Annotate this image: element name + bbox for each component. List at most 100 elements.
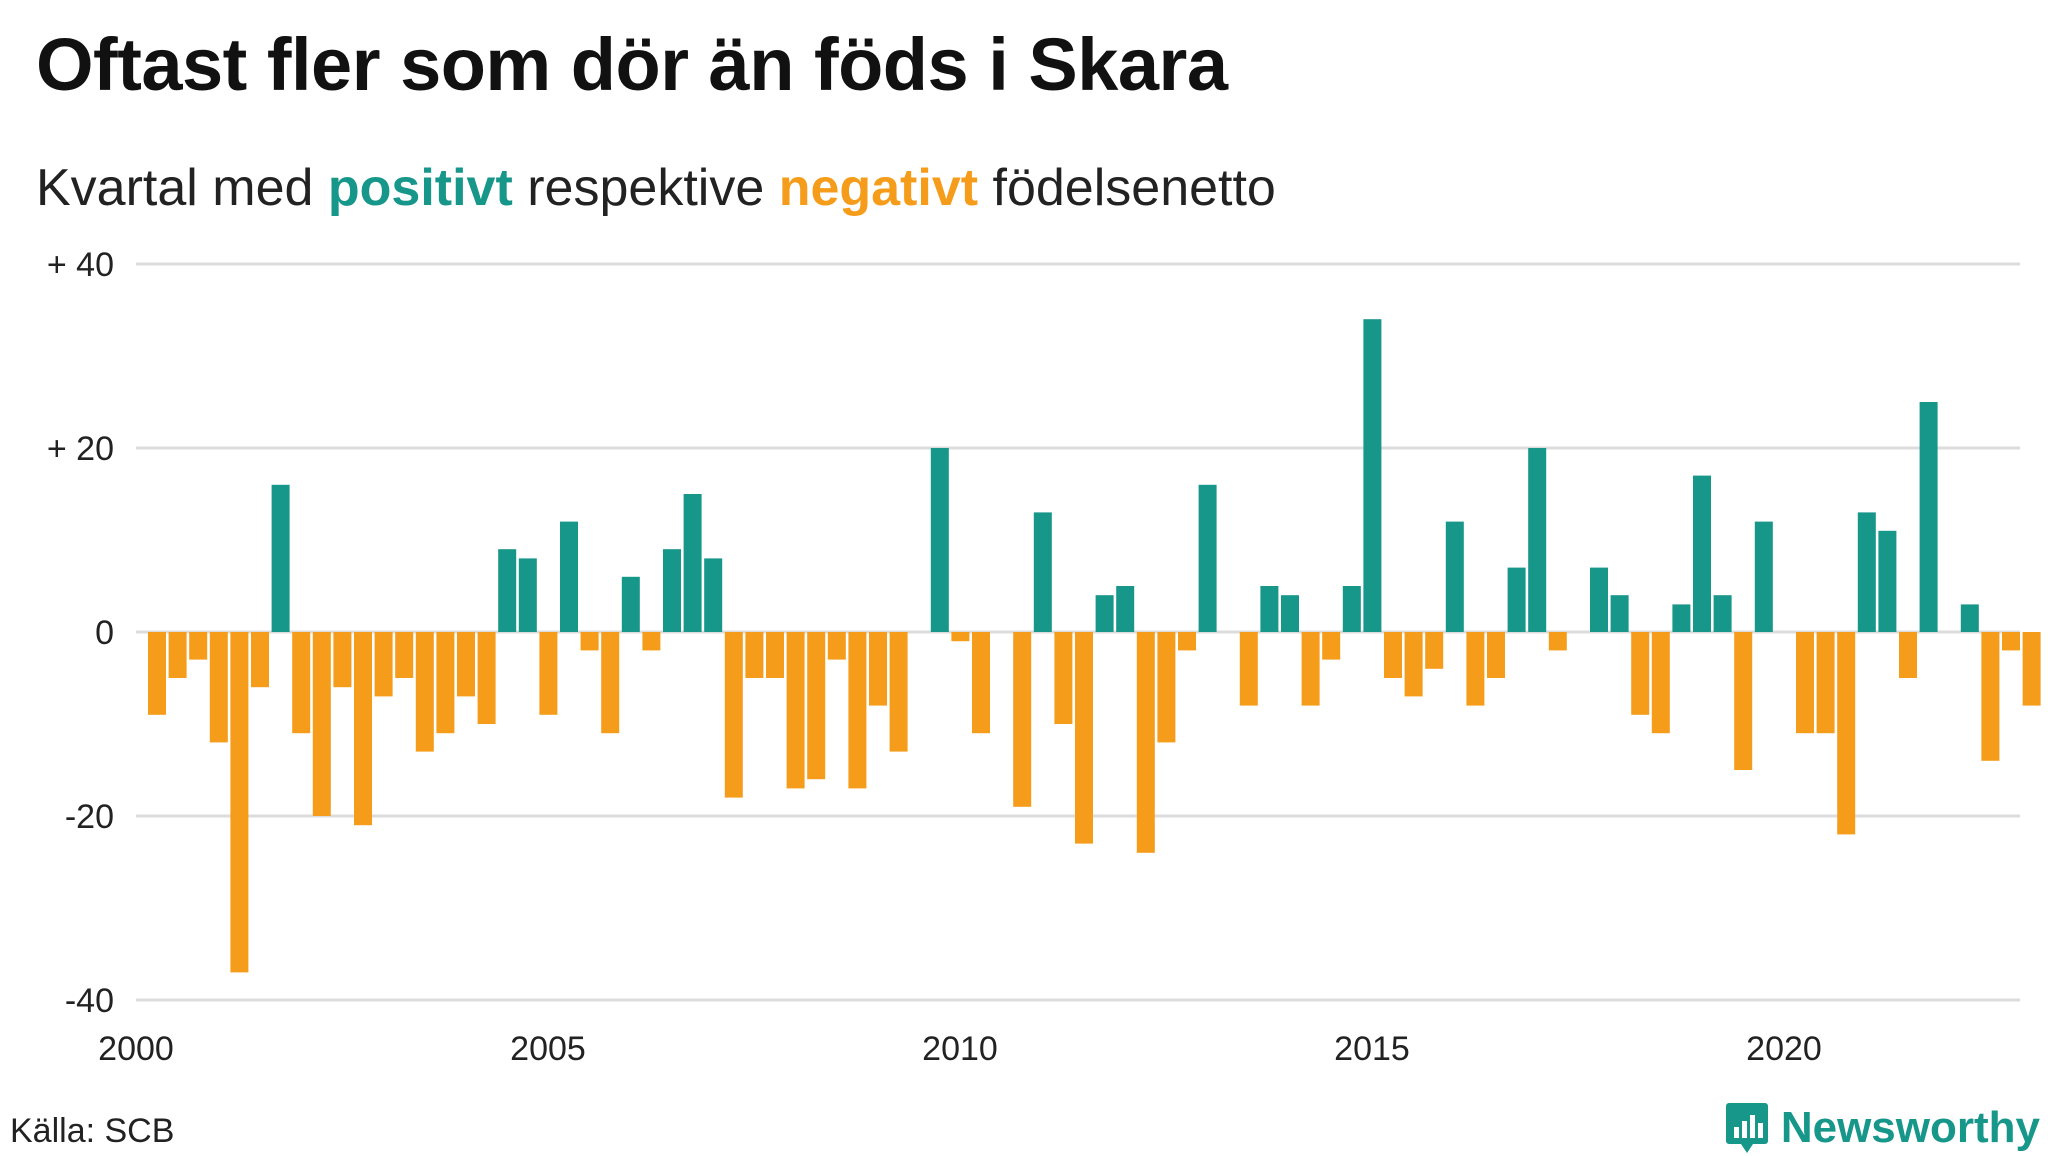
bar-negative	[457, 632, 475, 697]
bar-negative	[951, 632, 970, 642]
brand-name: Newsworthy	[1780, 1103, 2040, 1152]
bar-positive	[1095, 595, 1114, 632]
bar-positive	[621, 576, 640, 632]
bar-positive	[1281, 595, 1299, 632]
bar-negative	[251, 632, 269, 688]
bar-negative	[148, 632, 166, 715]
bar-negative	[786, 632, 805, 789]
bar-positive	[1713, 595, 1732, 632]
bar-negative	[292, 632, 311, 734]
source-note: Källa: SCB	[10, 1112, 175, 1150]
bar-negative	[539, 632, 558, 715]
chart-title: Oftast fler som dör än föds i Skara	[36, 23, 1228, 106]
bar-negative	[1487, 632, 1505, 678]
bar-negative	[312, 632, 331, 816]
bar-positive	[1507, 567, 1526, 632]
bar-negative	[395, 632, 414, 678]
bar-positive	[930, 448, 949, 632]
bar-negative	[848, 632, 867, 789]
bar-negative	[1899, 632, 1917, 678]
bar-negative	[1075, 632, 1093, 844]
bar-positive	[1260, 586, 1279, 632]
brand-logo: Newsworthy	[1725, 1100, 2040, 1156]
y-tick-label: + 20	[47, 430, 114, 468]
bar-negative	[807, 632, 826, 780]
bar-negative	[415, 632, 434, 752]
bar-negative	[1404, 632, 1423, 697]
bar-negative	[354, 632, 372, 826]
bar-negative	[1157, 632, 1176, 743]
bar-negative	[766, 632, 784, 678]
x-tick-label: 2005	[510, 1030, 586, 1068]
bar-negative	[1425, 632, 1444, 669]
bar-positive	[683, 494, 702, 632]
bar-negative	[2022, 632, 2041, 706]
bar-positive	[1610, 595, 1629, 632]
bar-positive	[1672, 604, 1691, 632]
axis-labels: + 40 + 20 0 -20 -40 2000 2005 2010 2015 2020	[47, 246, 1822, 1068]
bar-negative	[745, 632, 764, 678]
subtitle-positive-word: positivt	[327, 159, 513, 217]
bar-positive	[1754, 521, 1773, 632]
chart-subtitle: Kvartal med positivt respektive negativt…	[36, 158, 1276, 218]
bar-negative	[1548, 632, 1567, 651]
bar-negative	[1178, 632, 1196, 651]
y-tick-label: -20	[65, 798, 114, 836]
bar-positive	[704, 558, 723, 632]
subtitle-prefix: Kvartal med	[36, 159, 328, 217]
bar-positive	[663, 549, 681, 632]
bar-negative	[724, 632, 743, 798]
bar-positive	[1878, 530, 1897, 632]
bar-negative	[869, 632, 887, 706]
bar-negative	[1136, 632, 1155, 853]
bar-positive	[498, 549, 517, 632]
subtitle-negative-word: negativt	[778, 159, 979, 217]
bar-negative	[1816, 632, 1835, 734]
bar-negative	[1631, 632, 1650, 715]
x-tick-label: 2015	[1334, 1030, 1410, 1068]
bar-negative	[1796, 632, 1814, 734]
bar-positive	[560, 521, 578, 632]
bar-negative	[1322, 632, 1341, 660]
bar-negative	[827, 632, 846, 660]
subtitle-suffix: födelsenetto	[978, 159, 1276, 217]
bar-positive	[1198, 484, 1217, 632]
x-tick-label: 2020	[1746, 1030, 1822, 1068]
bar-positive	[1960, 604, 1979, 632]
bar-chart-speech-bubble-icon	[1725, 1103, 1768, 1153]
bar-negative	[1651, 632, 1670, 734]
bar-negative	[1981, 632, 2000, 761]
bar-negative	[1734, 632, 1753, 770]
bar-positive	[1033, 512, 1052, 632]
bar-negative	[374, 632, 393, 697]
bar-negative	[477, 632, 496, 724]
bar-negative	[580, 632, 599, 651]
bar-negative	[1466, 632, 1485, 706]
bar-chart: + 40 + 20 0 -20 -40 2000 2005 2010 2015 2020	[47, 246, 2041, 1068]
bar-negative	[1837, 632, 1856, 835]
y-tick-label: + 40	[47, 246, 114, 284]
y-tick-label: -40	[65, 982, 114, 1020]
bar-negative	[601, 632, 620, 734]
bar-negative	[889, 632, 908, 752]
bar-positive	[1445, 521, 1464, 632]
x-tick-label: 2010	[922, 1030, 998, 1068]
bar-negative	[189, 632, 208, 660]
bar-positive	[1590, 567, 1608, 632]
x-tick-label: 2000	[98, 1030, 174, 1068]
bar-negative	[642, 632, 661, 651]
bar-negative	[333, 632, 352, 688]
bar-negative	[436, 632, 455, 734]
y-tick-label: 0	[95, 614, 114, 652]
bar-negative	[1384, 632, 1402, 678]
bar-positive	[1363, 319, 1382, 632]
bar-positive	[1116, 586, 1135, 632]
bar-negative	[1013, 632, 1032, 807]
bar-negative	[972, 632, 990, 734]
bar-negative	[1239, 632, 1258, 706]
bar-negative	[230, 632, 249, 973]
bar-positive	[1857, 512, 1876, 632]
bar-positive	[1528, 448, 1547, 632]
bar-negative	[1054, 632, 1073, 724]
bar-positive	[1693, 475, 1711, 632]
